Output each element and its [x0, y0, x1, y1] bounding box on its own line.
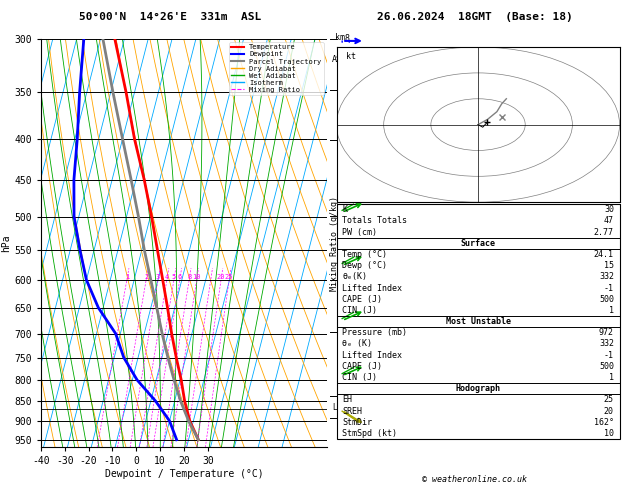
Text: Lifted Index: Lifted Index — [342, 350, 402, 360]
Text: 7: 7 — [345, 86, 350, 95]
Text: 5: 5 — [172, 274, 176, 280]
Text: StmSpd (kt): StmSpd (kt) — [342, 429, 397, 438]
Text: EH: EH — [342, 395, 352, 404]
Text: Surface: Surface — [460, 239, 496, 248]
Text: 25: 25 — [604, 395, 614, 404]
Text: 2.77: 2.77 — [594, 227, 614, 237]
Text: StmDir: StmDir — [342, 417, 372, 427]
Text: 332: 332 — [599, 339, 614, 348]
Text: Pressure (mb): Pressure (mb) — [342, 328, 407, 337]
Text: 4: 4 — [345, 276, 350, 284]
Text: -1: -1 — [604, 283, 614, 293]
Text: km: km — [335, 34, 345, 42]
Text: CAPE (J): CAPE (J) — [342, 295, 382, 304]
Text: 50°00'N  14°26'E  331m  ASL: 50°00'N 14°26'E 331m ASL — [79, 12, 261, 22]
Text: CAPE (J): CAPE (J) — [342, 362, 382, 371]
Text: 6: 6 — [177, 274, 182, 280]
Text: Temp (°C): Temp (°C) — [342, 250, 387, 259]
FancyBboxPatch shape — [337, 204, 620, 439]
Text: 15: 15 — [604, 261, 614, 270]
Text: 972: 972 — [599, 328, 614, 337]
Text: Totals Totals: Totals Totals — [342, 216, 407, 226]
Text: 332: 332 — [599, 272, 614, 281]
Text: -1: -1 — [604, 350, 614, 360]
Text: 6: 6 — [345, 135, 350, 144]
Text: 10: 10 — [192, 274, 201, 280]
Legend: Temperature, Dewpoint, Parcel Trajectory, Dry Adiabat, Wet Adiabat, Isotherm, Mi: Temperature, Dewpoint, Parcel Trajectory… — [229, 42, 323, 95]
Text: 4: 4 — [165, 274, 169, 280]
Text: LCL: LCL — [333, 403, 347, 412]
Text: PW (cm): PW (cm) — [342, 227, 377, 237]
Text: θₑ (K): θₑ (K) — [342, 339, 372, 348]
Text: 25: 25 — [225, 274, 233, 280]
Text: 2: 2 — [345, 392, 350, 401]
Text: 20: 20 — [217, 274, 225, 280]
Text: 1: 1 — [345, 414, 350, 422]
Text: 1: 1 — [609, 373, 614, 382]
Text: 1: 1 — [609, 306, 614, 315]
Text: 30: 30 — [604, 205, 614, 214]
Text: CIN (J): CIN (J) — [342, 306, 377, 315]
Text: 8: 8 — [345, 34, 350, 43]
Text: 3: 3 — [156, 274, 160, 280]
Text: Most Unstable: Most Unstable — [445, 317, 511, 326]
Text: 20: 20 — [604, 406, 614, 416]
Text: ASL: ASL — [332, 55, 347, 64]
Text: 2: 2 — [144, 274, 148, 280]
X-axis label: Dewpoint / Temperature (°C): Dewpoint / Temperature (°C) — [104, 469, 264, 479]
Text: 26.06.2024  18GMT  (Base: 18): 26.06.2024 18GMT (Base: 18) — [377, 12, 573, 22]
Text: Hodograph: Hodograph — [455, 384, 501, 393]
Text: SREH: SREH — [342, 406, 362, 416]
Y-axis label: hPa: hPa — [1, 234, 11, 252]
Text: 47: 47 — [604, 216, 614, 226]
Text: Mixing Ratio (g/kg): Mixing Ratio (g/kg) — [330, 195, 339, 291]
Text: © weatheronline.co.uk: © weatheronline.co.uk — [423, 474, 527, 484]
Text: 10: 10 — [604, 429, 614, 438]
Text: 500: 500 — [599, 362, 614, 371]
Text: Lifted Index: Lifted Index — [342, 283, 402, 293]
Text: K: K — [342, 205, 347, 214]
Text: Dewp (°C): Dewp (°C) — [342, 261, 387, 270]
Text: 3: 3 — [345, 328, 350, 337]
Text: 24.1: 24.1 — [594, 250, 614, 259]
Text: 5: 5 — [345, 211, 350, 220]
Text: 162°: 162° — [594, 417, 614, 427]
Text: 1: 1 — [125, 274, 129, 280]
Text: θₑ(K): θₑ(K) — [342, 272, 367, 281]
Text: CIN (J): CIN (J) — [342, 373, 377, 382]
Text: 8: 8 — [187, 274, 191, 280]
Text: 500: 500 — [599, 295, 614, 304]
